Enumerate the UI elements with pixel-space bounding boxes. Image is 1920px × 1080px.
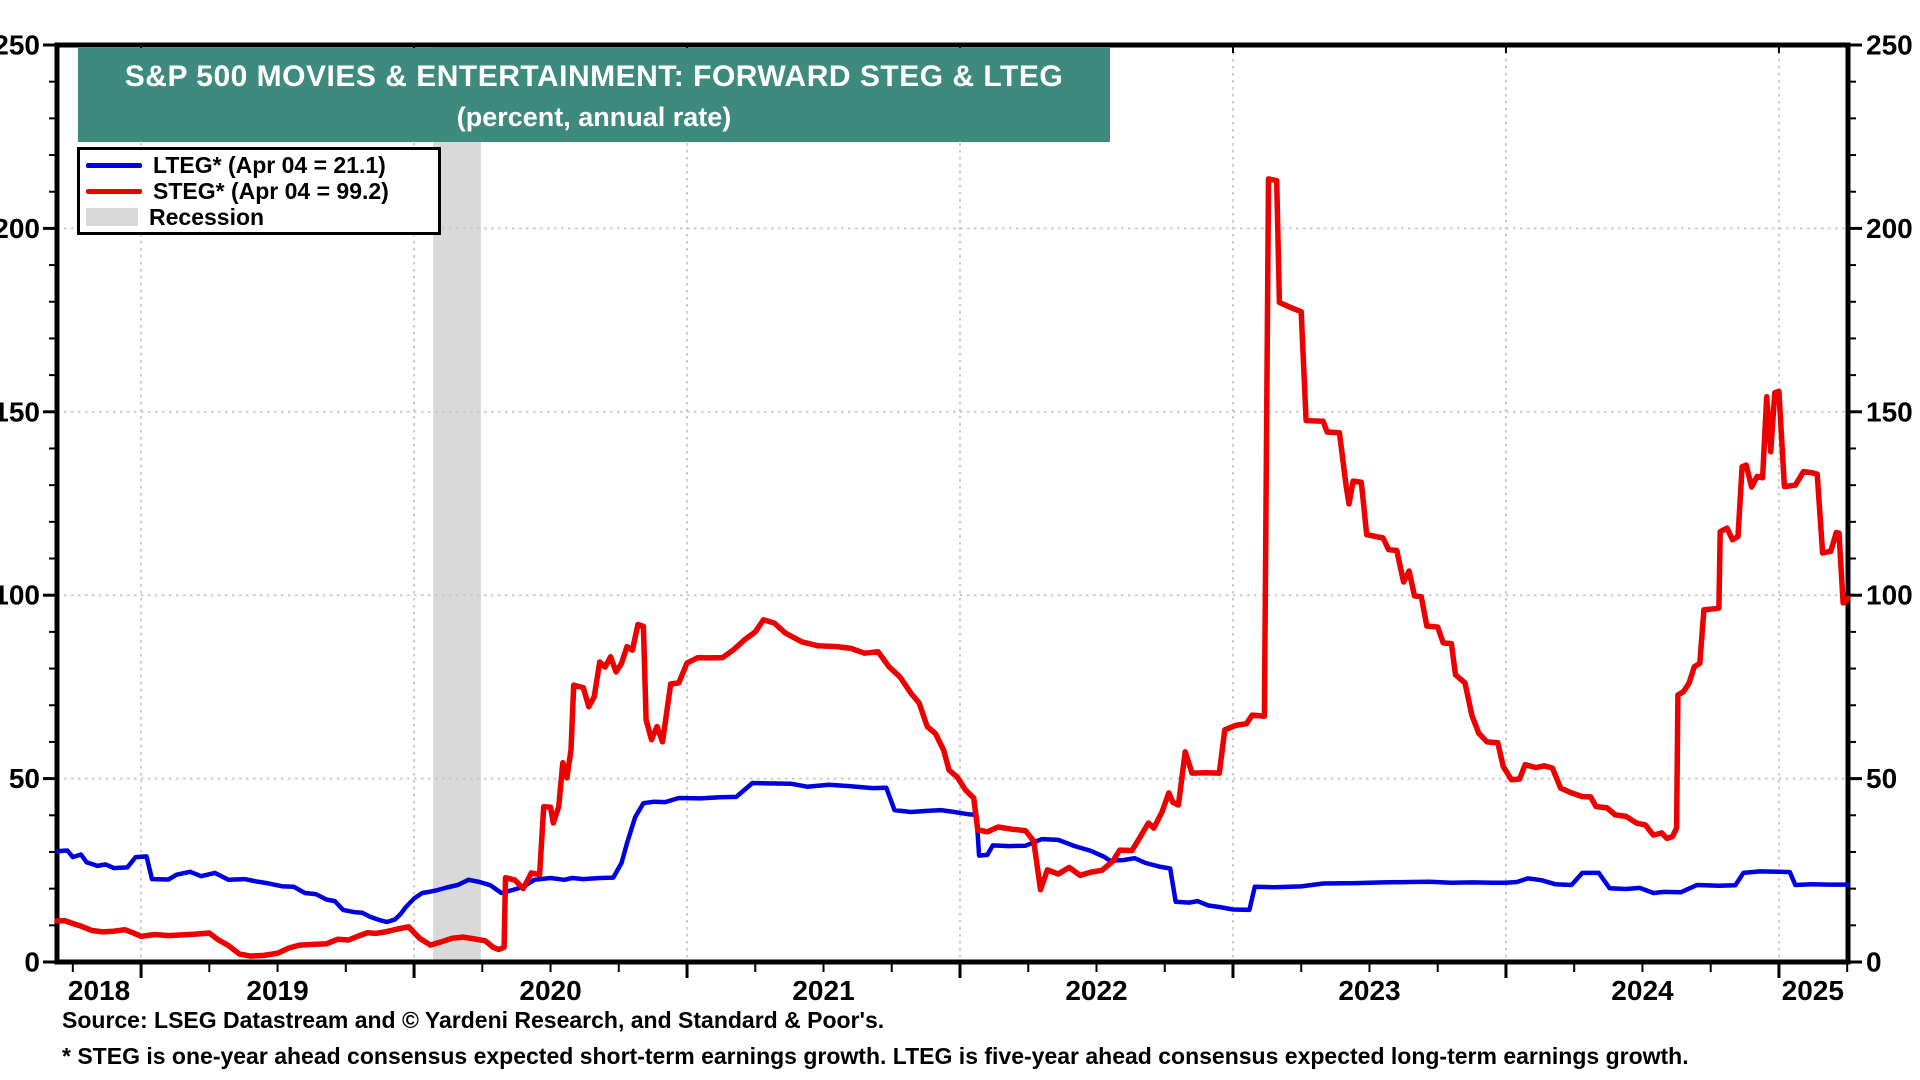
legend-item-recession: Recession xyxy=(86,204,438,230)
recession-band xyxy=(433,45,481,962)
x-axis-label: 2021 xyxy=(792,975,854,1006)
chart-subtitle: (percent, annual rate) xyxy=(456,102,732,132)
y-axis-label-left: 200 xyxy=(0,213,40,244)
lteg-line xyxy=(54,780,1851,925)
x-axis-label: 2022 xyxy=(1065,975,1127,1006)
legend-item-lteg: LTEG* (Apr 04 = 21.1) xyxy=(86,152,438,178)
legend-label: STEG* (Apr 04 = 99.2) xyxy=(153,177,389,204)
x-axis-label: 2018 xyxy=(68,975,130,1006)
x-axis-label: 2024 xyxy=(1611,975,1674,1006)
chart-title-band: S&P 500 MOVIES & ENTERTAINMENT: FORWARD … xyxy=(78,48,1110,142)
legend-label: Recession xyxy=(149,203,265,230)
x-axis-label: 2023 xyxy=(1338,975,1400,1006)
y-axis-label-right: 0 xyxy=(1866,947,1882,978)
y-axis-label-left: 0 xyxy=(24,947,40,978)
legend: LTEG* (Apr 04 = 21.1) STEG* (Apr 04 = 99.… xyxy=(77,147,441,235)
legend-item-steg: STEG* (Apr 04 = 99.2) xyxy=(86,178,438,204)
chart-title: S&P 500 MOVIES & ENTERTAINMENT: FORWARD … xyxy=(124,60,1064,93)
x-axis-label: 2020 xyxy=(519,975,581,1006)
legend-line-swatch xyxy=(86,162,142,168)
y-axis-label-left: 250 xyxy=(0,30,40,61)
y-axis-label-right: 100 xyxy=(1866,580,1913,611)
x-axis-label: 2019 xyxy=(246,975,308,1006)
legend-label: LTEG* (Apr 04 = 21.1) xyxy=(153,151,386,178)
y-axis-label-right: 200 xyxy=(1866,213,1913,244)
x-axis-label: 2025 xyxy=(1782,975,1844,1006)
steg-line xyxy=(54,176,1851,959)
axis-frame xyxy=(54,42,1851,965)
footnote: * STEG is one-year ahead consensus expec… xyxy=(62,1043,1689,1069)
y-axis-label-right: 50 xyxy=(1866,763,1897,794)
legend-band-swatch xyxy=(86,208,138,226)
legend-line-swatch xyxy=(86,188,142,194)
y-axis-label-right: 250 xyxy=(1866,30,1913,61)
y-axis-label-left: 50 xyxy=(9,763,40,794)
y-axis-label-right: 150 xyxy=(1866,396,1913,427)
source-note: Source: LSEG Datastream and © Yardeni Re… xyxy=(62,1007,885,1033)
y-axis-label-left: 100 xyxy=(0,580,40,611)
y-axis-label-left: 150 xyxy=(0,396,40,427)
